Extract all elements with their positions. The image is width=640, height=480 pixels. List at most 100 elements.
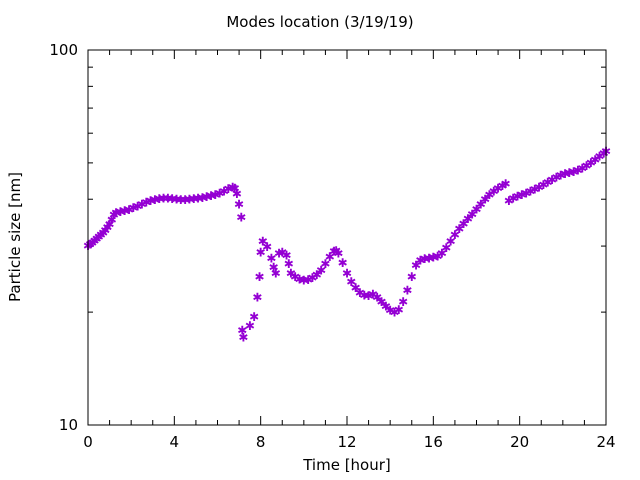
data-point: ✱: [594, 150, 604, 164]
data-point: ✱: [294, 272, 304, 286]
data-point: ✱: [377, 295, 387, 309]
data-point: ✱: [163, 192, 173, 206]
data-point: ✱: [564, 166, 574, 180]
data-point: ✱: [428, 251, 438, 265]
data-point: ✱: [146, 194, 156, 208]
data-point: ✱: [346, 275, 356, 289]
data-point: ✱: [437, 247, 447, 261]
data-point: ✱: [355, 286, 365, 300]
data-point: ✱: [364, 289, 374, 303]
data-point: ✱: [193, 192, 203, 206]
data-point: ✱: [394, 303, 404, 317]
data-point: ✱: [236, 210, 246, 224]
data-point: ✱: [215, 186, 225, 200]
data-point: ✱: [424, 251, 434, 265]
data-point: ✱: [107, 213, 117, 227]
data-point: ✱: [407, 270, 417, 284]
data-point: ✱: [459, 217, 469, 231]
x-tick-label: 24: [596, 433, 615, 451]
data-point: ✱: [534, 180, 544, 194]
data-point: ✱: [137, 197, 147, 211]
data-point: ✱: [480, 192, 490, 206]
data-point: ✱: [454, 222, 464, 236]
x-axis-label: Time [hour]: [303, 456, 391, 474]
data-point: ✱: [180, 193, 190, 207]
data-point: ✱: [590, 153, 600, 167]
data-point: ✱: [351, 281, 361, 295]
data-point: ✱: [551, 170, 561, 184]
data-point: ✱: [543, 175, 553, 189]
data-point: ✱: [441, 241, 451, 255]
data-point: ✱: [249, 310, 259, 324]
data-point: ✱: [325, 250, 335, 264]
data-point: ✱: [359, 288, 369, 302]
data-point: ✱: [338, 256, 348, 270]
data-point: ✱: [252, 291, 262, 305]
data-point: ✱: [219, 185, 229, 199]
data-point: ✱: [463, 212, 473, 226]
data-point: ✱: [120, 204, 130, 218]
data-point: ✱: [307, 271, 317, 285]
data-point: ✱: [299, 274, 309, 288]
data-point: ✱: [489, 185, 499, 199]
x-tick-label: 4: [170, 433, 180, 451]
data-point: ✱: [111, 206, 121, 220]
data-point: ✱: [517, 188, 527, 202]
data-point: ✱: [586, 156, 596, 170]
data-point: ✱: [569, 165, 579, 179]
data-point: ✱: [329, 244, 339, 258]
data-point: ✱: [497, 179, 507, 193]
data-point: ✱: [525, 185, 535, 199]
data-point: ✱: [256, 246, 266, 260]
data-point: ✱: [476, 197, 486, 211]
data-point: ✱: [342, 267, 352, 281]
data-point: ✱: [556, 168, 566, 182]
data-point: ✱: [89, 234, 99, 248]
data-point: ✱: [245, 319, 255, 333]
data-point: ✱: [238, 331, 248, 345]
data-point: ✱: [508, 192, 518, 206]
data-point: ✱: [398, 295, 408, 309]
data-point: ✱: [109, 208, 119, 222]
data-point: ✱: [521, 186, 531, 200]
data-point: ✱: [159, 192, 169, 206]
data-point: ✱: [493, 181, 503, 195]
data-point: ✱: [504, 194, 514, 208]
data-point: ✱: [232, 187, 242, 201]
data-point: ✱: [420, 252, 430, 266]
data-point: ✱: [189, 192, 199, 206]
data-point: ✱: [150, 193, 160, 207]
data-point: ✱: [266, 251, 276, 265]
data-point: ✱: [484, 188, 494, 202]
data-point: ✱: [277, 246, 287, 260]
data-point: ✱: [582, 159, 592, 173]
data-point: ✱: [303, 273, 313, 287]
data-point: ✱: [389, 305, 399, 319]
data-point: ✱: [471, 202, 481, 216]
data-point: ✱: [223, 182, 233, 196]
data-point: ✱: [94, 230, 104, 244]
data-point: ✱: [228, 181, 238, 195]
data-point: ✱: [141, 196, 151, 210]
data-point: ✱: [184, 192, 194, 206]
chart-title: Modes location (3/19/19): [226, 13, 414, 31]
data-point: ✱: [255, 270, 265, 284]
data-point: ✱: [560, 167, 570, 181]
data-point: ✱: [237, 323, 247, 337]
data-point: ✱: [372, 291, 382, 305]
data-point: ✱: [102, 221, 112, 235]
data-point: ✱: [446, 235, 456, 249]
data-point: ✱: [385, 304, 395, 318]
x-tick-label: 16: [424, 433, 443, 451]
data-point: ✱: [197, 191, 207, 205]
data-point: ✱: [230, 181, 240, 195]
data-point: ✱: [87, 236, 97, 250]
data-point: ✱: [284, 257, 294, 271]
data-point: ✱: [450, 228, 460, 242]
data-point: ✱: [312, 268, 322, 282]
data-point: ✱: [286, 267, 296, 281]
data-point: ✱: [128, 201, 138, 215]
data-point: ✱: [402, 283, 412, 297]
data-point: ✱: [105, 217, 115, 231]
data-point: ✱: [316, 263, 326, 277]
